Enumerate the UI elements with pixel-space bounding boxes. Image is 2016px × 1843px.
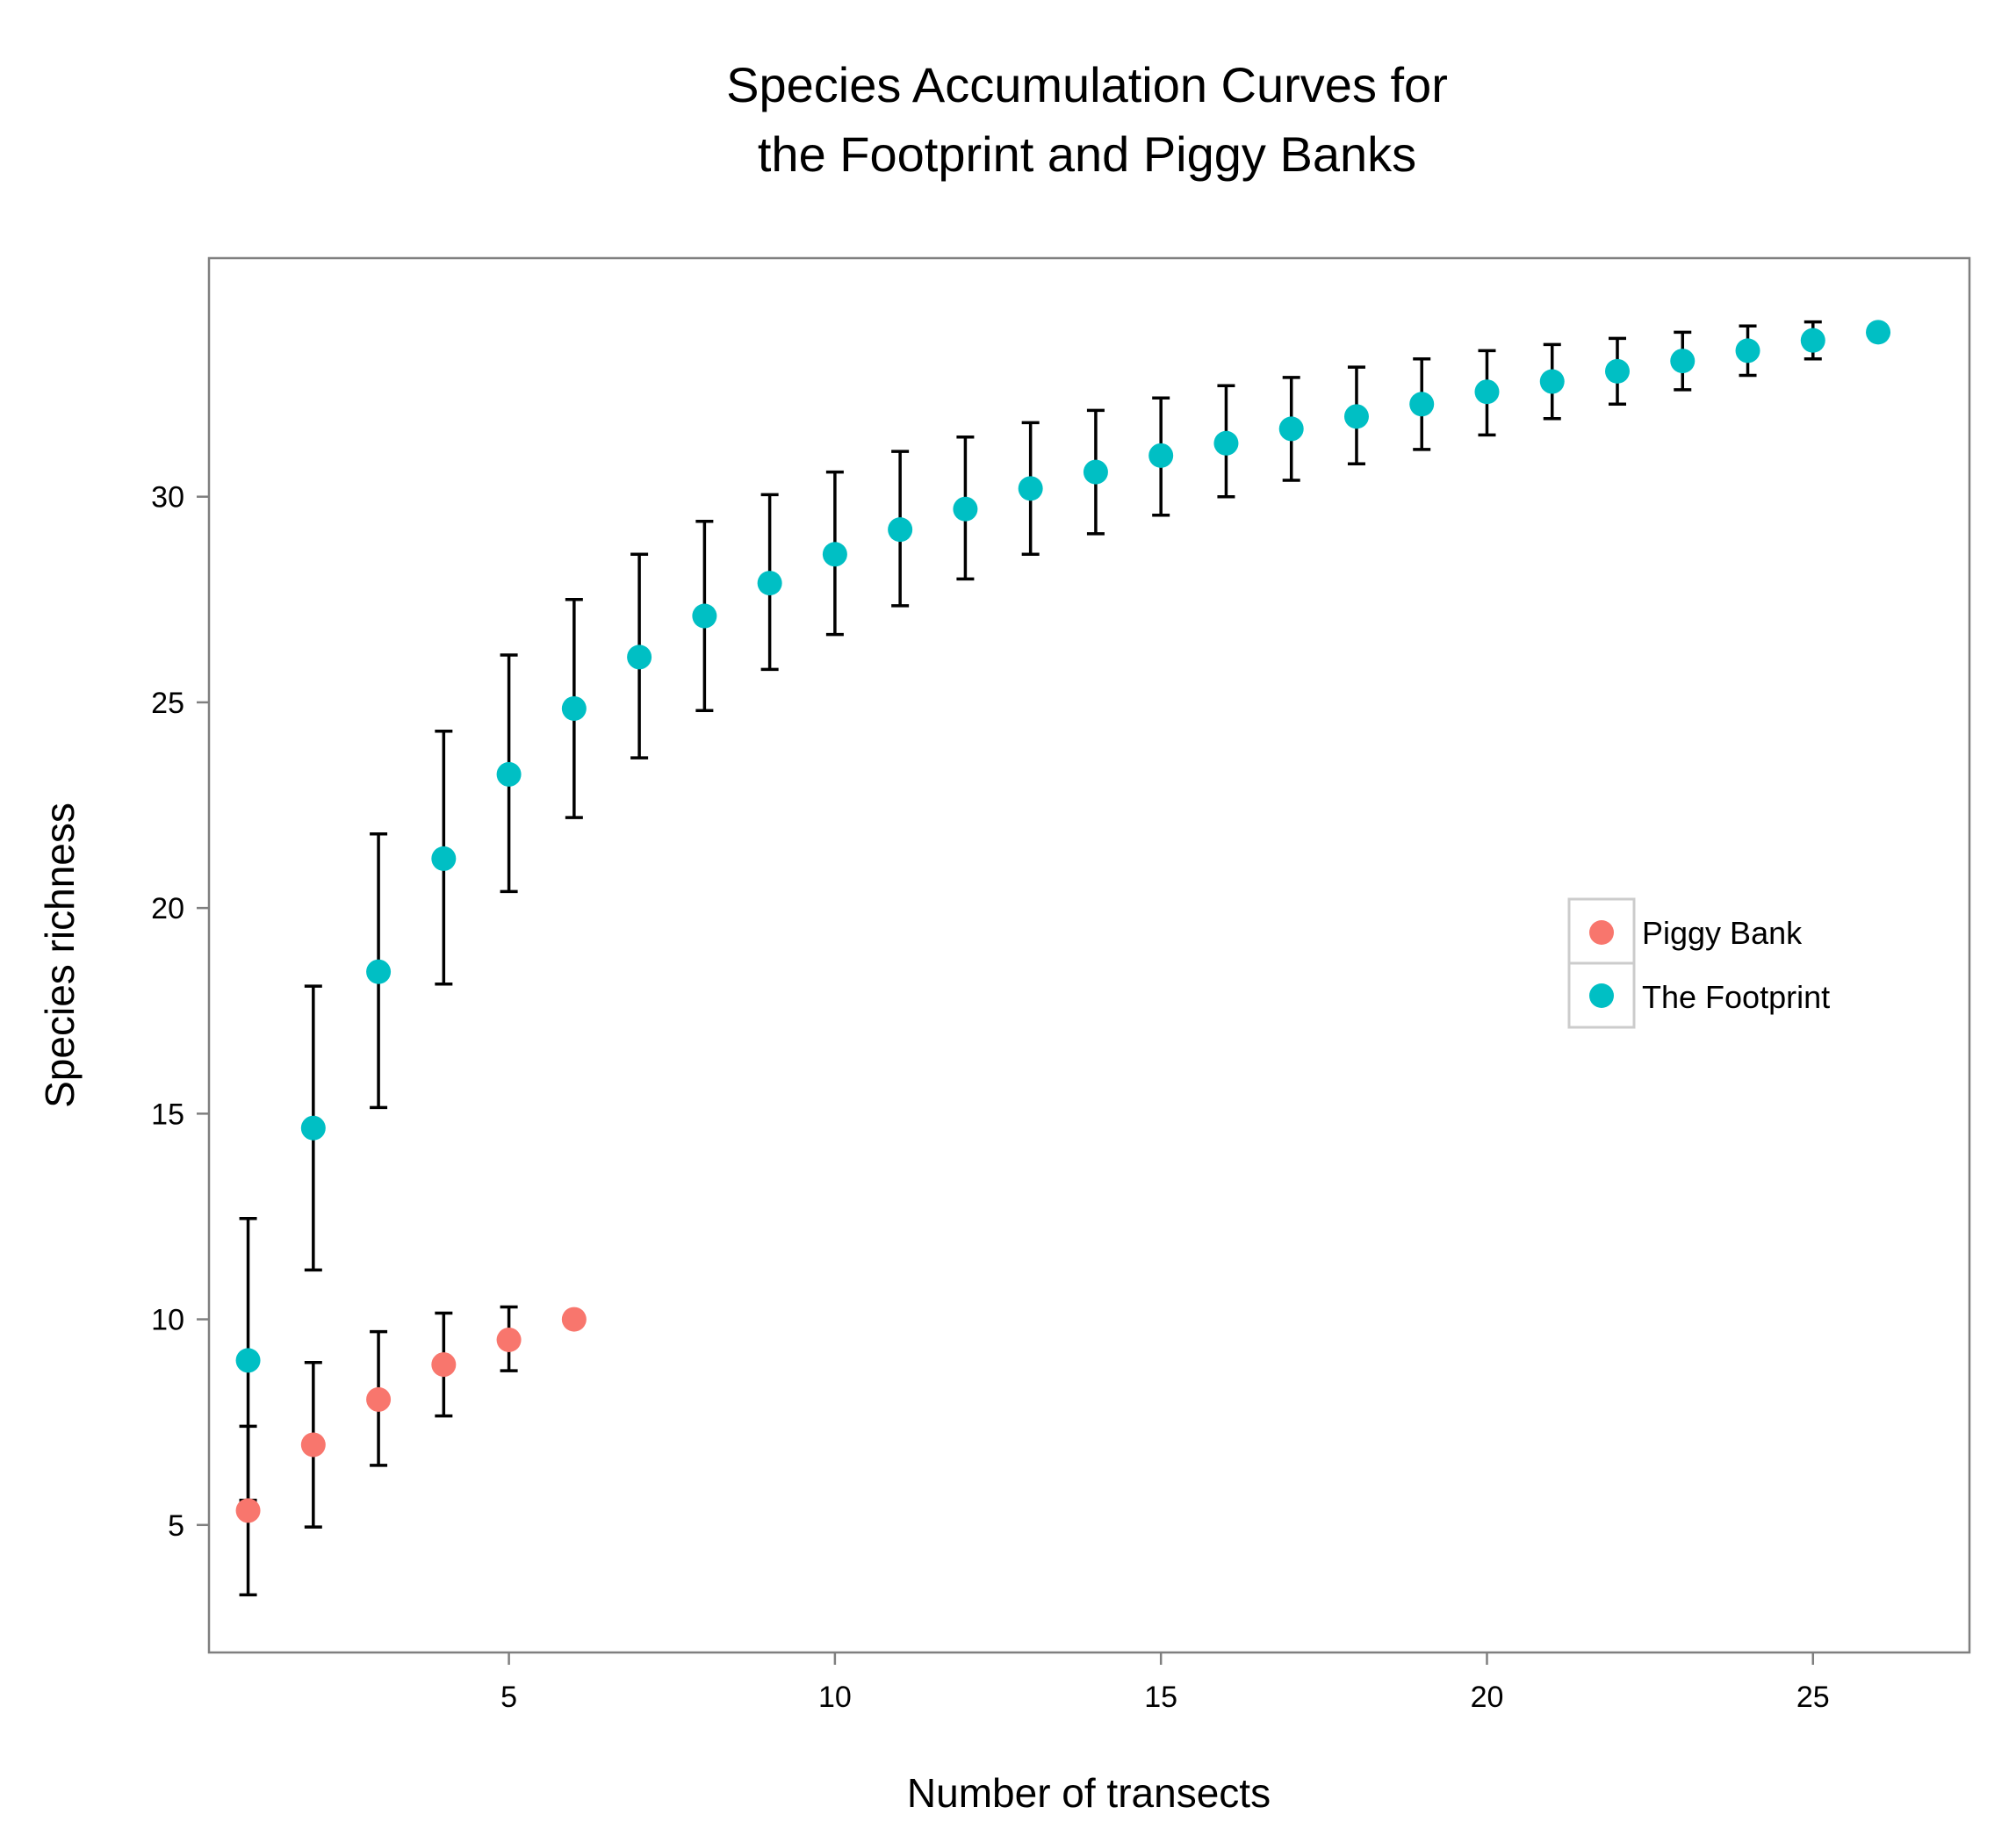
point-the-footprint	[1800, 328, 1825, 353]
y-tick-label: 20	[151, 892, 184, 925]
point-the-footprint	[1605, 358, 1630, 384]
x-tick-label: 20	[1471, 1681, 1504, 1714]
y-axis-title: Species richness	[37, 803, 83, 1108]
point-the-footprint	[1539, 369, 1565, 394]
point-piggy-bank	[366, 1386, 392, 1412]
y-tick-label: 25	[151, 687, 184, 720]
point-the-footprint	[1343, 404, 1369, 429]
legend-label-piggy-bank: Piggy Bank	[1642, 915, 1803, 951]
point-the-footprint	[561, 695, 587, 721]
point-the-footprint	[300, 1115, 326, 1141]
point-the-footprint	[1409, 392, 1435, 417]
x-tick-label: 5	[500, 1681, 517, 1714]
point-the-footprint	[953, 496, 978, 522]
point-the-footprint	[1735, 338, 1760, 364]
point-the-footprint	[496, 761, 522, 787]
point-the-footprint	[692, 603, 717, 629]
x-tick-label: 15	[1144, 1681, 1177, 1714]
point-the-footprint	[888, 517, 913, 543]
point-the-footprint	[1278, 416, 1304, 442]
x-tick-label: 10	[818, 1681, 852, 1714]
x-axis-ticks: 5 10 15 20 25	[500, 1652, 1830, 1714]
y-tick-label: 5	[168, 1509, 184, 1543]
point-piggy-bank	[431, 1352, 457, 1378]
legend-label-the-footprint: The Footprint	[1642, 979, 1830, 1015]
point-piggy-bank	[235, 1498, 261, 1523]
point-the-footprint	[1018, 476, 1043, 501]
point-the-footprint	[1474, 379, 1500, 405]
data-points	[235, 320, 1891, 1523]
point-piggy-bank	[496, 1327, 522, 1352]
point-piggy-bank	[561, 1307, 587, 1332]
point-the-footprint	[1148, 443, 1174, 468]
y-tick-label: 10	[151, 1304, 184, 1337]
point-the-footprint	[822, 542, 847, 567]
y-tick-label: 15	[151, 1098, 184, 1131]
point-piggy-bank	[300, 1432, 326, 1458]
x-tick-label: 25	[1796, 1681, 1830, 1714]
point-the-footprint	[1213, 430, 1239, 456]
legend-key-the-footprint	[1589, 983, 1614, 1008]
point-the-footprint	[627, 644, 652, 670]
legend-key-piggy-bank	[1589, 920, 1614, 945]
plot-area	[207, 256, 1971, 1654]
point-the-footprint	[235, 1348, 261, 1373]
y-tick-label: 30	[151, 481, 184, 515]
chart-title-line-1: Species Accumulation Curves for	[726, 57, 1448, 112]
point-the-footprint	[431, 846, 457, 871]
point-the-footprint	[1866, 320, 1891, 345]
point-the-footprint	[1670, 349, 1696, 374]
legend: Piggy Bank The Footprint	[1567, 897, 1830, 1029]
chart-title-line-2: the Footprint and Piggy Banks	[758, 126, 1416, 182]
point-the-footprint	[757, 571, 782, 596]
x-axis-title: Number of transects	[907, 1770, 1271, 1816]
point-the-footprint	[366, 959, 392, 984]
y-axis-ticks: 5 10 15 20 25 30	[151, 481, 209, 1543]
point-the-footprint	[1083, 459, 1108, 485]
